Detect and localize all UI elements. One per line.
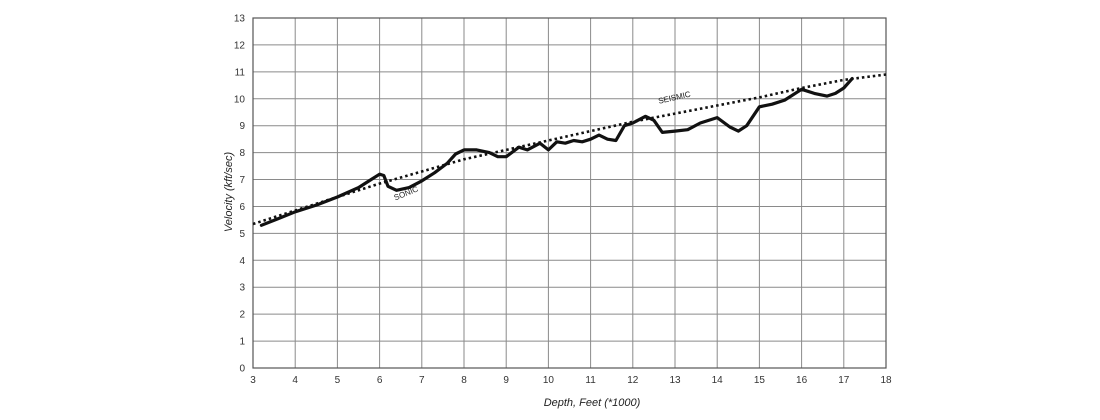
y-tick-label: 3 [239,283,245,294]
x-tick-label: 8 [461,375,467,386]
series-line-sonic [259,77,854,227]
y-tick-label: 2 [239,310,245,321]
y-tick-label: 12 [234,40,246,51]
x-tick-label: 17 [838,375,850,386]
x-tick-label: 15 [754,375,766,386]
x-tick-label: 11 [585,375,596,386]
x-tick-label: 7 [419,375,425,386]
x-tick-label: 13 [669,375,681,386]
y-tick-label: 1 [239,337,245,348]
x-tick-label: 18 [880,375,892,386]
x-tick-label: 5 [335,375,341,386]
x-tick-label: 16 [796,375,808,386]
y-tick-label: 4 [239,256,245,267]
x-axis-label: Depth, Feet (*1000) [544,397,641,409]
x-tick-label: 10 [543,375,555,386]
y-tick-label: 13 [234,14,246,25]
y-tick-label: 5 [239,229,245,240]
x-tick-labels: 3 4 5 6 7 8 9 10 11 12 13 14 15 16 17 18 [250,375,892,386]
y-tick-label: 0 [239,364,245,375]
grid [252,17,887,369]
plot-frame [252,17,887,369]
series-line-seismic [252,73,887,226]
x-tick-label: 12 [627,375,639,386]
x-tick-label: 14 [712,375,724,386]
y-tick-label: 9 [239,121,245,132]
y-tick-label: 7 [239,175,245,186]
x-tick-label: 6 [377,375,383,386]
y-tick-label: 10 [234,94,246,105]
y-tick-label: 11 [235,67,246,78]
x-tick-label: 9 [503,375,509,386]
y-tick-label: 6 [239,202,245,213]
series-lines [252,73,887,227]
y-axis-label: Velocity (kft/sec) [223,152,235,233]
x-tick-label: 3 [250,375,256,386]
y-tick-label: 8 [239,148,245,159]
x-tick-label: 4 [292,375,298,386]
